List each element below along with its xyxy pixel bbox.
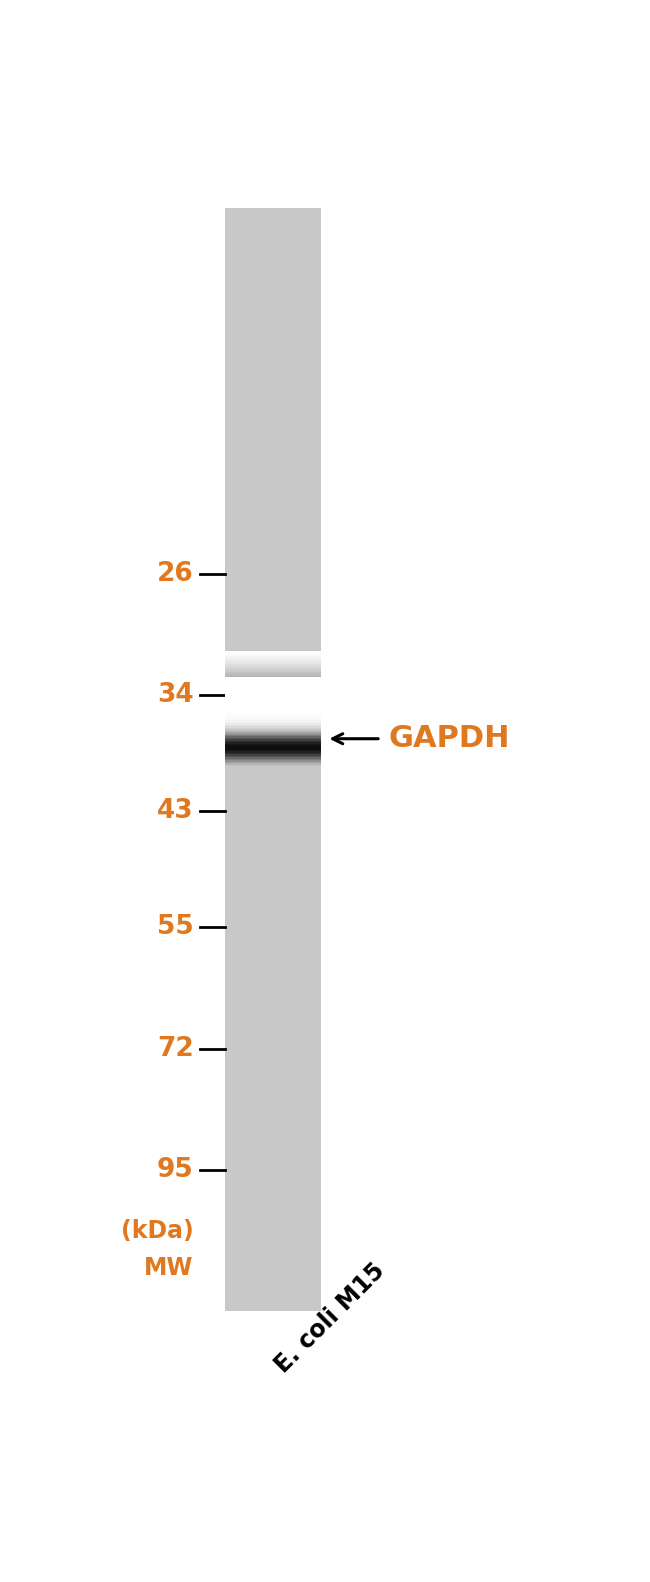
Text: 26: 26 [157, 560, 194, 587]
Text: 43: 43 [157, 797, 194, 824]
Bar [225, 209, 320, 1310]
Text: GAPDH: GAPDH [389, 725, 510, 753]
Text: MW: MW [144, 1256, 194, 1280]
Text: E. coli M15: E. coli M15 [271, 1259, 390, 1378]
Text: 72: 72 [157, 1036, 194, 1062]
Text: 34: 34 [157, 682, 194, 709]
Text: (kDa): (kDa) [121, 1220, 194, 1243]
Text: 55: 55 [157, 914, 194, 940]
Text: 95: 95 [157, 1158, 194, 1183]
